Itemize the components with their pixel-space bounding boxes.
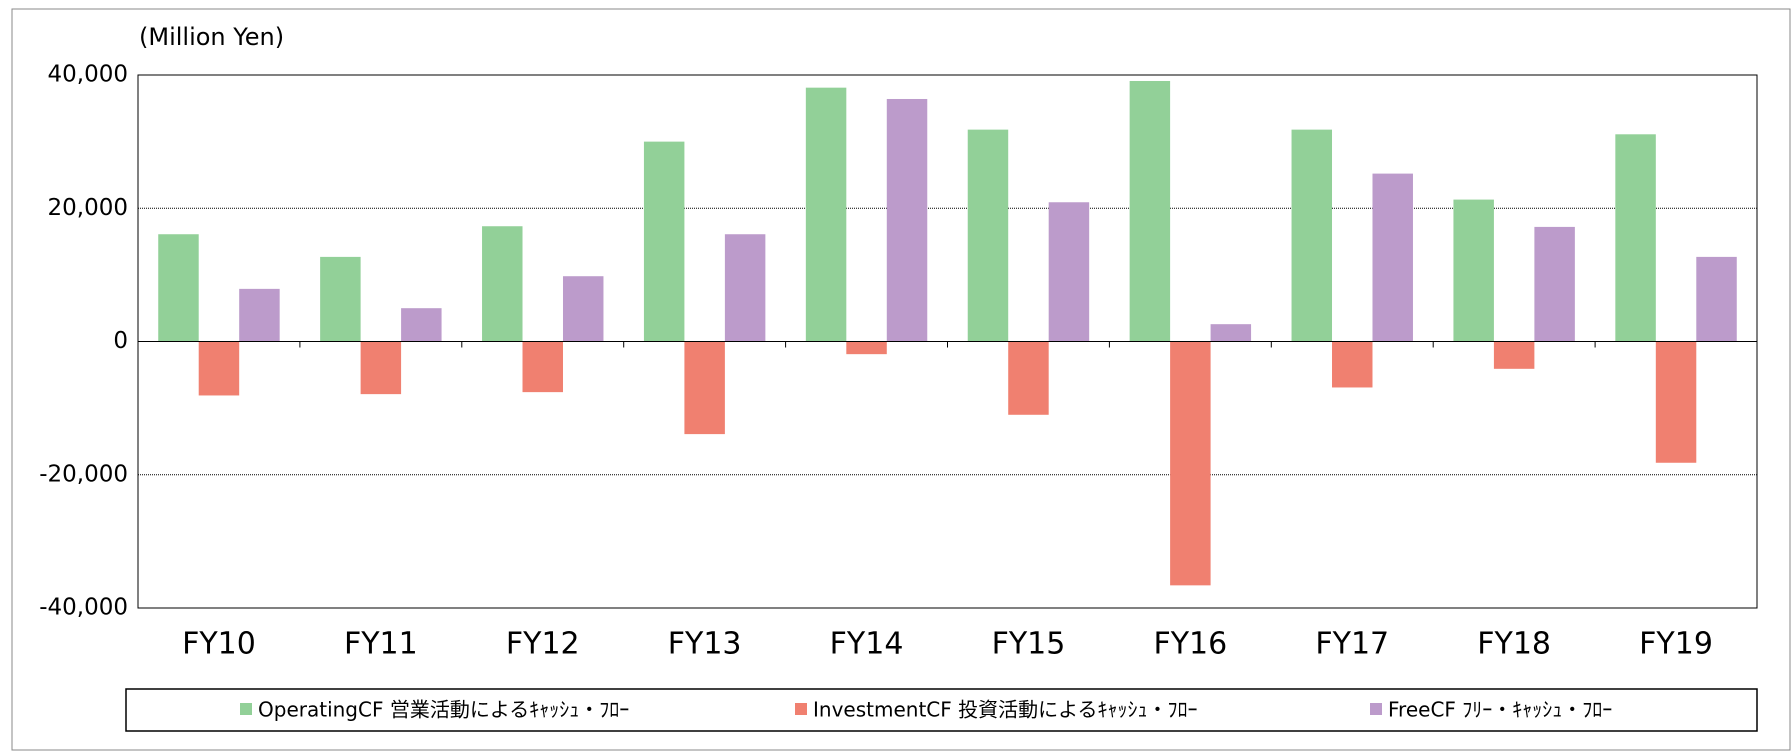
bar bbox=[1008, 341, 1049, 415]
x-tick-label: FY17 bbox=[1315, 627, 1389, 662]
bar bbox=[522, 341, 563, 393]
x-tick-label: FY11 bbox=[344, 627, 418, 662]
y-tick-label: -20,000 bbox=[39, 461, 128, 487]
bar bbox=[158, 234, 199, 342]
x-tick-label: FY12 bbox=[506, 627, 580, 662]
bar bbox=[1696, 256, 1737, 342]
bar bbox=[1655, 341, 1697, 463]
bar bbox=[401, 308, 442, 342]
y-tick-label: 40,000 bbox=[48, 62, 128, 88]
bar bbox=[1291, 129, 1333, 342]
bar bbox=[886, 98, 928, 342]
bar bbox=[684, 341, 725, 435]
legend-label: OperatingCF 営業活動によるｷｬｯｼｭ・ﾌﾛｰ bbox=[258, 698, 629, 722]
y-tick-label: -40,000 bbox=[39, 595, 128, 621]
bar bbox=[198, 341, 240, 396]
bar bbox=[1372, 173, 1413, 342]
bar bbox=[643, 141, 685, 342]
legend-label: FreeCF ﾌﾘｰ・ｷｬｯｼｭ・ﾌﾛｰ bbox=[1388, 698, 1612, 722]
bar bbox=[320, 256, 361, 342]
bar bbox=[360, 341, 402, 395]
legend-label: InvestmentCF 投資活動によるｷｬｯｼｭ・ﾌﾛｰ bbox=[813, 698, 1198, 722]
x-tick-label: FY15 bbox=[992, 627, 1066, 662]
bar bbox=[1493, 341, 1535, 369]
legend-swatch bbox=[240, 703, 252, 715]
bar bbox=[1170, 341, 1211, 586]
bar bbox=[724, 234, 766, 342]
legend-swatch bbox=[1370, 703, 1382, 715]
bar bbox=[1453, 199, 1494, 342]
x-tick-label: FY13 bbox=[668, 627, 742, 662]
bar bbox=[967, 129, 1009, 342]
legend-box bbox=[125, 688, 1758, 732]
bar bbox=[1332, 341, 1373, 388]
x-tick-label: FY19 bbox=[1639, 627, 1713, 662]
x-tick-label: FY10 bbox=[182, 627, 256, 662]
y-tick-label: 20,000 bbox=[48, 195, 128, 221]
bar bbox=[1534, 226, 1575, 342]
x-tick-label: FY18 bbox=[1477, 627, 1551, 662]
bar bbox=[805, 87, 847, 342]
unit-label: (Million Yen) bbox=[139, 23, 284, 51]
legend-swatch bbox=[795, 703, 807, 715]
bar bbox=[846, 341, 887, 355]
bar bbox=[239, 288, 280, 342]
bar bbox=[1129, 80, 1171, 342]
bar bbox=[1048, 202, 1090, 342]
bar bbox=[1615, 134, 1656, 342]
x-tick-label: FY14 bbox=[830, 627, 904, 662]
bar bbox=[562, 276, 604, 342]
bar bbox=[1210, 324, 1252, 342]
x-tick-label: FY16 bbox=[1153, 627, 1227, 662]
bar bbox=[482, 226, 523, 342]
y-tick-label: 0 bbox=[113, 328, 128, 354]
